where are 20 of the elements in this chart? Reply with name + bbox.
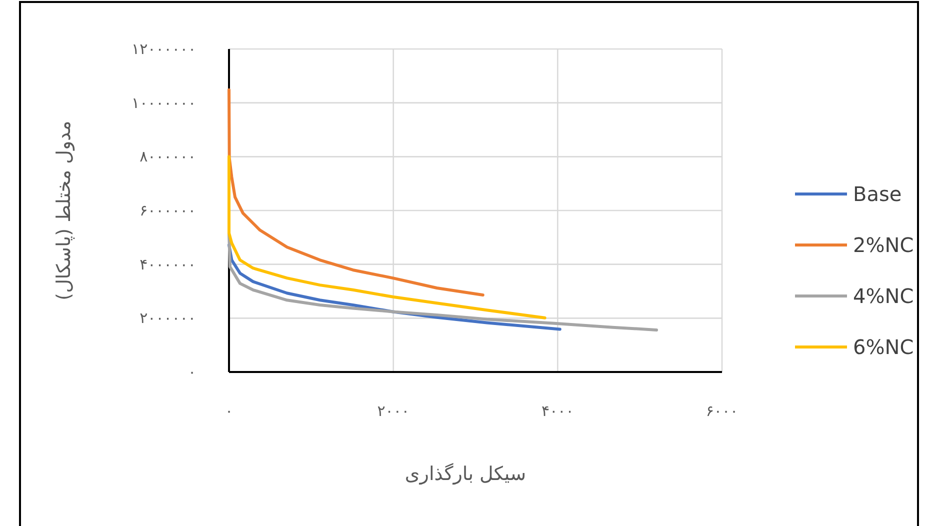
y-tick-label: ۸۰۰۰۰۰۰	[140, 148, 196, 166]
legend-label: 6%NC	[853, 335, 914, 359]
y-tick-label: ۱۲۰۰۰۰۰۰	[132, 40, 196, 58]
line-series	[228, 232, 658, 332]
x-axis-title: سیکل بارگذاری	[404, 462, 526, 485]
x-tick-label: ۲۰۰۰	[377, 402, 410, 420]
x-tick-label: ۴۰۰۰	[542, 402, 574, 420]
y-tick-label: ۴۰۰۰۰۰۰	[140, 255, 196, 274]
line-series	[228, 155, 546, 320]
x-tick-label: ۰	[224, 402, 234, 420]
x-tick-label: ۶۰۰۰	[706, 402, 738, 420]
y-tick-label: ۶۰۰۰۰۰۰	[140, 202, 196, 220]
line-series	[228, 88, 484, 297]
legend-label: 2%NC	[853, 233, 914, 257]
legend-label: Base	[853, 182, 902, 206]
y-axis-title: مدول مختلط (پاسکال)	[53, 120, 75, 300]
y-tick-label: ۲۰۰۰۰۰۰	[140, 309, 196, 328]
y-tick-label: ۰	[188, 363, 196, 381]
y-tick-label: ۱۰۰۰۰۰۰۰	[132, 94, 196, 112]
legend-label: 4%NC	[853, 284, 914, 308]
